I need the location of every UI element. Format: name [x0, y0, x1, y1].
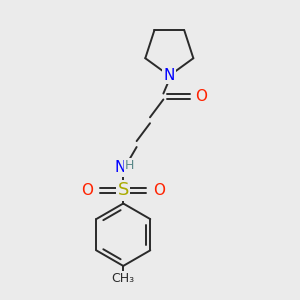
Text: O: O [82, 183, 94, 198]
Text: O: O [153, 183, 165, 198]
Text: N: N [164, 68, 175, 83]
Text: N: N [115, 160, 126, 175]
Text: CH₃: CH₃ [112, 272, 135, 285]
Text: H: H [125, 159, 134, 172]
Text: S: S [118, 181, 129, 199]
Text: O: O [195, 89, 207, 104]
